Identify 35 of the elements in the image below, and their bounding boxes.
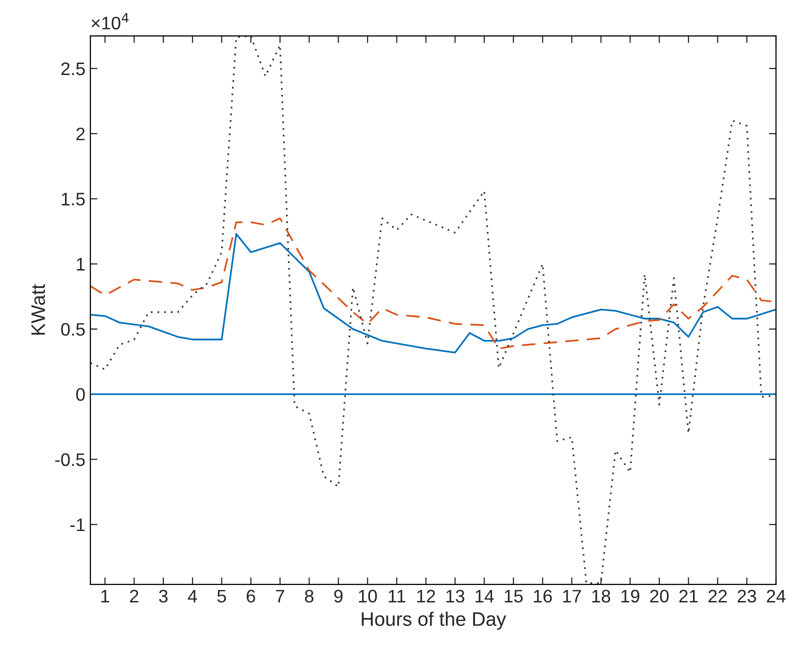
- y-tick-label: -1: [70, 518, 85, 532]
- y-axis-title: KWatt: [31, 284, 46, 335]
- x-axis-title: Hours of the Day: [362, 612, 506, 630]
- y-tick-label: 2.5: [61, 62, 85, 76]
- x-tick-label: 22: [708, 590, 727, 602]
- x-tick-label: 14: [476, 590, 494, 602]
- x-tick-label: 1: [101, 590, 110, 602]
- y-tick-label: 1.5: [62, 192, 85, 206]
- x-tick-label: 5: [217, 590, 226, 603]
- y-tick-label: 2: [76, 128, 85, 140]
- x-tick-label: 16: [534, 590, 552, 603]
- y-tick-label: -0.5: [55, 453, 85, 466]
- x-tick-label: 11: [388, 590, 406, 602]
- y-tick-label: 0.5: [61, 323, 85, 336]
- x-tick-label: 8: [304, 590, 314, 603]
- y-tick-label: 1: [76, 258, 85, 270]
- x-tick-label: 18: [592, 590, 610, 603]
- x-tick-label: 24: [766, 590, 786, 602]
- x-tick-label: 10: [358, 590, 377, 603]
- x-tick-label: 9: [334, 590, 343, 603]
- x-tick-label: 21: [679, 590, 698, 602]
- x-tick-label: 7: [276, 590, 284, 602]
- x-tick-label: 15: [504, 590, 523, 603]
- x-tick-label: 4: [188, 590, 198, 602]
- x-tick-label: 3: [159, 590, 168, 603]
- y-tick-label: 0: [76, 388, 85, 401]
- x-tick-label: 13: [446, 590, 464, 603]
- text: ×10$^{4}$: [92, 13, 129, 30]
- x-tick-label: 2: [130, 590, 138, 602]
- x-tick-label: 12: [417, 590, 436, 602]
- x-tick-label: 17: [563, 590, 581, 602]
- x-tick-label: 20: [650, 590, 669, 603]
- x-tick-label: 6: [246, 590, 256, 603]
- x-tick-label: 23: [738, 590, 756, 603]
- x-tick-label: 19: [621, 590, 640, 603]
